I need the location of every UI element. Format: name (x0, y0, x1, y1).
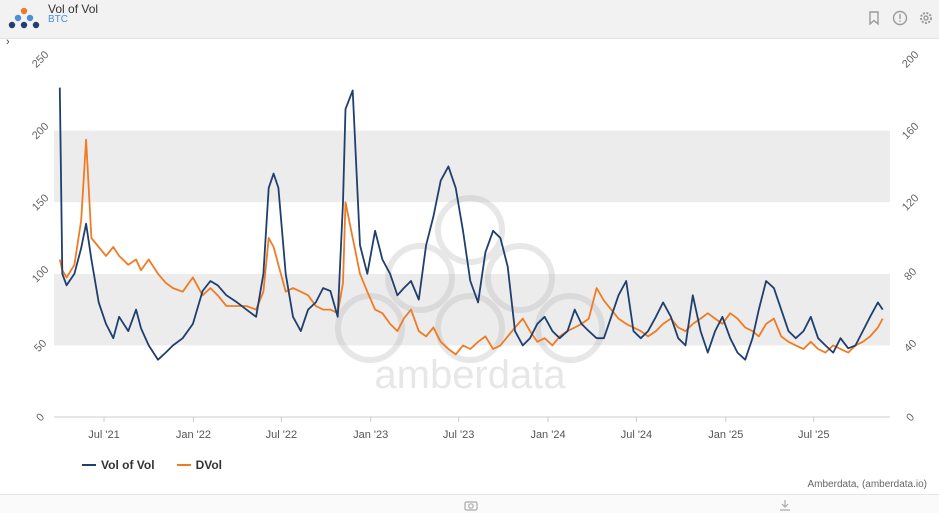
download-icon[interactable] (778, 499, 792, 511)
collapse-toggle[interactable]: › (6, 36, 10, 48)
vol-of-vol-chart: amberdata 0 50 100 150 200 250 0 40 80 120 160 200 J… (30, 49, 921, 441)
grid-bands (54, 59, 890, 417)
y-right-tick-label: 200 (900, 49, 921, 70)
series-line-dvol (58, 138, 884, 356)
legend-item-vol-of-vol[interactable]: Vol of Vol (82, 458, 155, 472)
x-tick-label: Jul '24 (621, 429, 652, 441)
y-right-tick-label: 80 (902, 266, 919, 283)
info-icon[interactable] (892, 10, 908, 26)
y-left-tick-label: 250 (30, 49, 51, 70)
chart-legend: Vol of Vol DVol (82, 458, 222, 472)
x-tick-label: Jul '21 (88, 429, 119, 441)
amberdata-watermark: amberdata (335, 195, 605, 397)
y-left-tick-label: 150 (30, 192, 51, 213)
legend-label-vol-of-vol: Vol of Vol (101, 458, 155, 472)
chart-credit: Amberdata, (amberdata.io) (807, 479, 927, 490)
camera-icon[interactable] (464, 499, 478, 511)
y-right-tick-label: 0 (904, 411, 917, 424)
x-tick-label: Jul '23 (443, 429, 474, 441)
y-left-tick-label: 0 (34, 411, 47, 424)
y-left-tick-label: 200 (30, 121, 51, 142)
grid-band (54, 130, 890, 203)
x-tick-label: Jan '22 (176, 429, 211, 441)
chevron-right-icon[interactable]: › (6, 36, 10, 48)
bookmark-icon[interactable] (866, 10, 882, 26)
legend-item-dvol[interactable]: DVol (176, 458, 223, 472)
y-left-tick-label: 100 (30, 264, 51, 285)
y-right-tick-label: 160 (900, 121, 921, 142)
legend-swatch-vol-of-vol (82, 464, 96, 466)
x-tick-label: Jan '23 (353, 429, 388, 441)
x-tick-label: Jan '24 (530, 429, 565, 441)
grid-band (54, 202, 890, 274)
legend-swatch-dvol (176, 464, 191, 466)
y-right-tick-label: 120 (900, 192, 921, 213)
chart-header: Vol of Vol BTC (0, 0, 939, 39)
x-tick-label: Jul '22 (266, 429, 297, 441)
series-line-vol-of-vol (58, 87, 884, 361)
x-tick-label: Jul '25 (798, 429, 829, 441)
chart-title: Vol of Vol (48, 2, 99, 16)
y-left-tick-label: 50 (32, 338, 49, 355)
amberdata-logo-icon (8, 7, 40, 29)
y-right-tick-label: 40 (902, 338, 919, 355)
x-tick-label: Jan '25 (708, 429, 743, 441)
gear-icon[interactable] (918, 10, 934, 26)
chart-series (58, 87, 884, 361)
legend-label-dvol: DVol (195, 458, 223, 472)
grid-band (54, 345, 890, 417)
chart-footer (0, 494, 939, 513)
grid-band (54, 59, 890, 131)
chart-subtitle: BTC (48, 14, 68, 25)
watermark-text: amberdata (374, 353, 566, 397)
